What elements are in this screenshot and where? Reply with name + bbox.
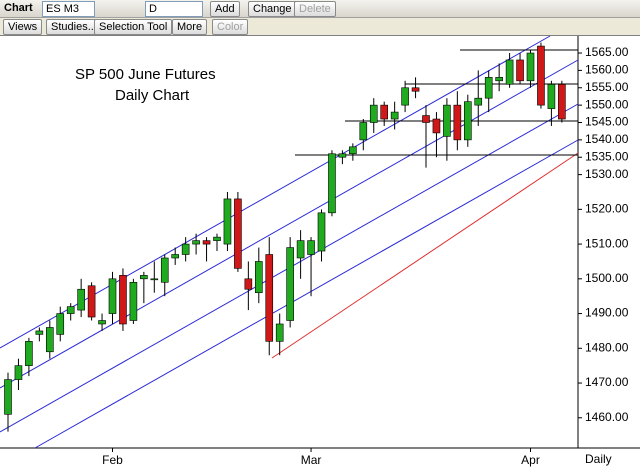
y-tick-label: 1565.00 [585,45,629,59]
candle-body [338,153,347,158]
annotation: Daily Chart [115,87,190,104]
y-tick-label: 1490.00 [585,306,629,320]
candle-body [129,281,138,321]
candle-body [202,240,211,245]
candle-body [108,278,117,314]
y-tick-label: 1540.00 [585,132,629,146]
candle-body [275,323,284,342]
chart-background [0,36,640,470]
candle-body [558,83,566,120]
candle-body [526,52,535,82]
chart: SP 500 June Futures Daily Chart Daily 14… [0,35,640,470]
y-tick-label: 1500.00 [585,271,629,285]
candle-body [171,254,179,259]
candle-body [66,306,75,314]
support-line [271,152,579,359]
y-tick-label: 1550.00 [585,97,629,111]
candle-body [244,278,253,290]
candle-body [160,257,169,283]
y-tick-label: 1555.00 [585,80,629,94]
y-tick-label: 1560.00 [585,63,629,77]
more-button[interactable]: More [172,19,208,35]
y-tick-label: 1545.00 [585,115,629,129]
candle-body [14,365,23,380]
candle-body [98,320,106,325]
candle-body [181,243,190,255]
y-tick-label: 1535.00 [585,149,629,163]
candle-body [349,146,357,155]
candle-body [307,240,315,255]
selection-tool-button[interactable]: Selection Tool [94,19,173,35]
change-button[interactable]: Change [248,1,297,17]
channel-line [0,59,579,389]
color-button[interactable]: Color [212,19,249,35]
candle-body [150,278,159,281]
toolbar-bottom: Views Studies... Selection Tool More Col… [0,18,640,36]
candle-body [443,104,451,137]
y-tick-label: 1470.00 [585,375,629,389]
candle-body [4,379,12,415]
candle-body [474,97,483,106]
y-tick-label: 1510.00 [585,236,629,250]
candle-body [119,275,127,325]
candle-body [432,118,441,134]
candle-body [359,122,368,141]
annotation: SP 500 June Futures [75,66,216,83]
toolbar-top: Chart ES M3 D Add Change Delete [0,0,640,18]
candle-body [369,104,378,123]
candle-body [463,101,472,141]
studies-button[interactable]: Studies... [46,19,102,35]
candle-body [77,288,85,311]
candle-body [505,59,514,85]
candle-body [213,236,221,241]
candle-body [296,240,305,259]
candle-body [537,45,545,106]
candle-body [547,83,556,109]
candle-body [422,115,430,123]
symbol-input[interactable]: ES M3 [42,1,95,17]
x-tick-label: Apr [521,453,540,467]
candle-body [328,153,336,214]
candle-body [411,87,420,92]
candle-body [25,341,33,366]
candle-body [380,104,389,120]
candle-body [317,212,326,252]
y-tick-label: 1520.00 [585,202,629,216]
x-tick-label: Feb [102,453,123,467]
window-title: Chart [4,2,33,14]
candle-body [234,198,242,269]
y-tick-label: 1460.00 [585,410,629,424]
candle-body [45,327,54,353]
candle-body [516,59,524,82]
candle-body [390,111,399,120]
x-axis-label: Daily [585,452,612,466]
candle-body [56,313,65,335]
candle-body [286,247,294,321]
candle-body [192,240,200,245]
candle-body [35,330,44,335]
candle-body [223,198,232,245]
add-button[interactable]: Add [210,1,240,17]
channel-line [34,139,579,449]
candle-body [255,261,263,294]
x-tick-label: Mar [301,453,322,467]
candle-body [140,275,148,280]
candle-body [484,77,493,99]
y-tick-label: 1530.00 [585,167,629,181]
candle-body [87,285,96,318]
views-button[interactable]: Views [3,19,43,35]
delete-button[interactable]: Delete [294,1,336,17]
candle-body [401,87,409,106]
candle-body [453,104,462,141]
interval-input[interactable]: D [145,1,203,17]
candle-body [265,254,274,342]
y-tick-label: 1480.00 [585,340,629,354]
candle-body [495,77,503,82]
